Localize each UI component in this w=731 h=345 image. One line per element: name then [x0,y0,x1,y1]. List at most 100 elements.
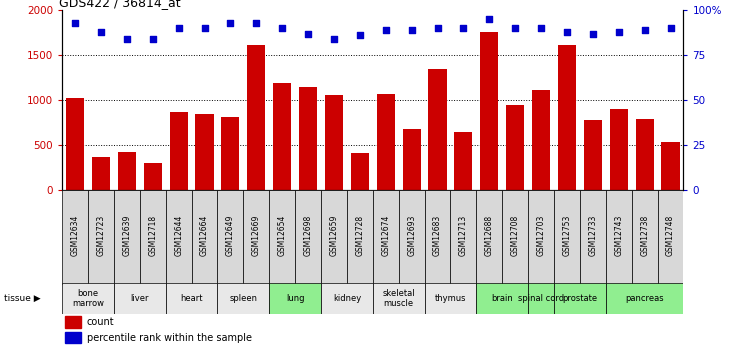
Bar [192,190,218,285]
Bar [299,88,317,190]
Bar [92,157,110,190]
Bar [140,190,166,285]
Point [95,29,107,34]
Point [328,36,340,42]
Text: tissue ▶: tissue ▶ [4,294,40,303]
Text: GSM12639: GSM12639 [122,215,132,256]
Text: GSM12713: GSM12713 [459,215,468,256]
Bar [455,132,472,190]
Bar [376,94,395,190]
Bar [528,190,554,285]
Bar [347,190,373,285]
Text: brain: brain [491,294,513,303]
Bar [398,190,425,285]
Text: skeletal
muscle: skeletal muscle [382,289,415,308]
Text: GSM12634: GSM12634 [71,215,80,256]
Text: GSM12674: GSM12674 [382,215,390,256]
Point [587,31,599,37]
Point [639,27,651,33]
Bar [528,283,554,314]
Bar [506,105,524,190]
Text: count: count [87,317,115,327]
Bar [243,190,269,285]
Bar [658,190,683,285]
Text: GSM12659: GSM12659 [330,215,338,256]
Text: GSM12683: GSM12683 [433,215,442,256]
Text: GSM12698: GSM12698 [303,215,313,256]
Bar [114,283,166,314]
Bar [144,163,162,190]
Text: GSM12693: GSM12693 [407,215,416,256]
Text: GSM12723: GSM12723 [96,215,105,256]
Bar [62,190,88,285]
Bar [221,117,240,190]
Bar [321,283,373,314]
Bar [662,142,680,190]
Text: lung: lung [286,294,304,303]
Bar [635,119,654,190]
Text: bone
marrow: bone marrow [72,289,104,308]
Bar [606,190,632,285]
Text: spleen: spleen [230,294,257,303]
Bar [373,190,398,285]
Text: GSM12748: GSM12748 [666,215,675,256]
Text: GSM12738: GSM12738 [640,215,649,256]
Point [483,17,495,22]
Point [251,20,262,26]
Bar [351,152,369,190]
Point [380,27,392,33]
Bar [425,190,450,285]
Point [224,20,236,26]
Bar [195,115,213,190]
Bar [373,283,425,314]
Point [69,20,81,26]
Bar [580,190,606,285]
Bar [558,45,576,190]
Bar [632,190,658,285]
Text: GSM12664: GSM12664 [200,215,209,256]
Text: GSM12728: GSM12728 [355,215,364,256]
Text: percentile rank within the sample: percentile rank within the sample [87,333,252,343]
Text: GDS422 / 36814_at: GDS422 / 36814_at [59,0,181,9]
Point [302,31,314,37]
Bar [88,190,114,285]
Text: spinal cord: spinal cord [518,294,564,303]
Text: GSM12733: GSM12733 [588,215,597,256]
Point [535,26,547,31]
Text: GSM12743: GSM12743 [614,215,624,256]
Text: GSM12708: GSM12708 [511,215,520,256]
Bar [480,32,499,190]
Bar [247,45,265,190]
Bar [532,90,550,190]
Bar [269,283,321,314]
Point [173,26,184,31]
Bar [273,83,291,190]
Bar [554,283,606,314]
Text: GSM12654: GSM12654 [278,215,287,256]
Point [613,29,624,34]
Bar [65,332,81,344]
Bar [295,190,321,285]
Bar [218,283,269,314]
Bar [321,190,347,285]
Point [199,26,211,31]
Point [276,26,288,31]
Bar [403,129,421,190]
Point [458,26,469,31]
Bar [170,112,188,190]
Point [147,36,159,42]
Bar [62,283,114,314]
Bar [610,109,628,190]
Bar [554,190,580,285]
Text: liver: liver [131,294,149,303]
Bar [477,190,502,285]
Bar [166,190,192,285]
Point [354,33,366,38]
Bar [166,283,218,314]
Bar [502,190,528,285]
Bar [584,120,602,190]
Bar [450,190,477,285]
Text: GSM12753: GSM12753 [562,215,572,256]
Bar [66,98,84,190]
Text: GSM12688: GSM12688 [485,215,494,256]
